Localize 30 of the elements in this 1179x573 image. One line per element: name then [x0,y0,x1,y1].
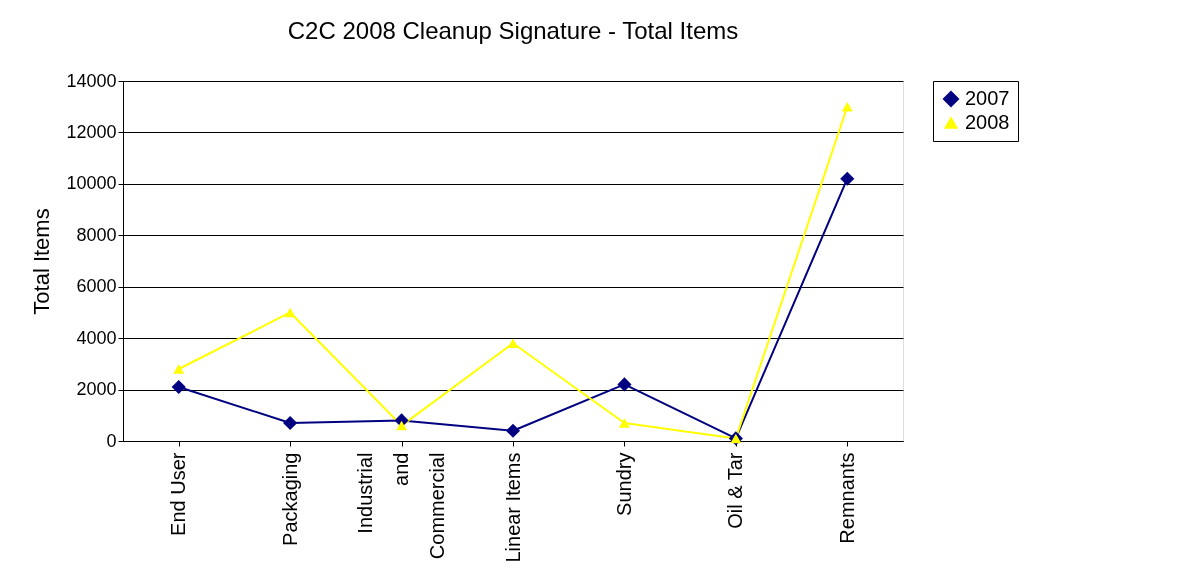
y-tick-label: 0 [106,430,117,451]
y-tick-label: 14000 [66,70,117,91]
y-tick-label: 6000 [76,276,117,297]
point [617,377,632,392]
point [841,101,853,112]
x-tick-label: Remnants [835,452,858,544]
point [396,420,408,431]
y-tick-label: 12000 [66,121,117,142]
y-tick-label: 2000 [76,379,117,400]
legend-label: 2007 [965,87,1010,109]
x-tick-label: Sundry [612,452,635,516]
chart-title: C2C 2008 Cleanup Signature - Total Items [287,17,739,44]
y-tick-label: 8000 [76,224,117,245]
point [283,415,298,431]
x-tick-label: Packaging [278,452,301,546]
point [507,338,519,349]
point [173,364,185,374]
x-tick-label: Oil & Tar [724,452,747,529]
x-tick-label: Industrial and Commercial [354,452,449,560]
y-axis-title: Total Items [29,208,55,315]
x-tick-label: Linear Items [501,452,524,563]
x-tick-label: End User [167,452,190,536]
legend-label: 2008 [965,111,1010,133]
point [171,379,186,395]
point [505,423,521,438]
point [284,307,296,318]
y-tick-label: 4000 [76,327,117,348]
point [840,171,855,186]
y-tick-label: 10000 [66,173,117,194]
point [618,418,630,428]
